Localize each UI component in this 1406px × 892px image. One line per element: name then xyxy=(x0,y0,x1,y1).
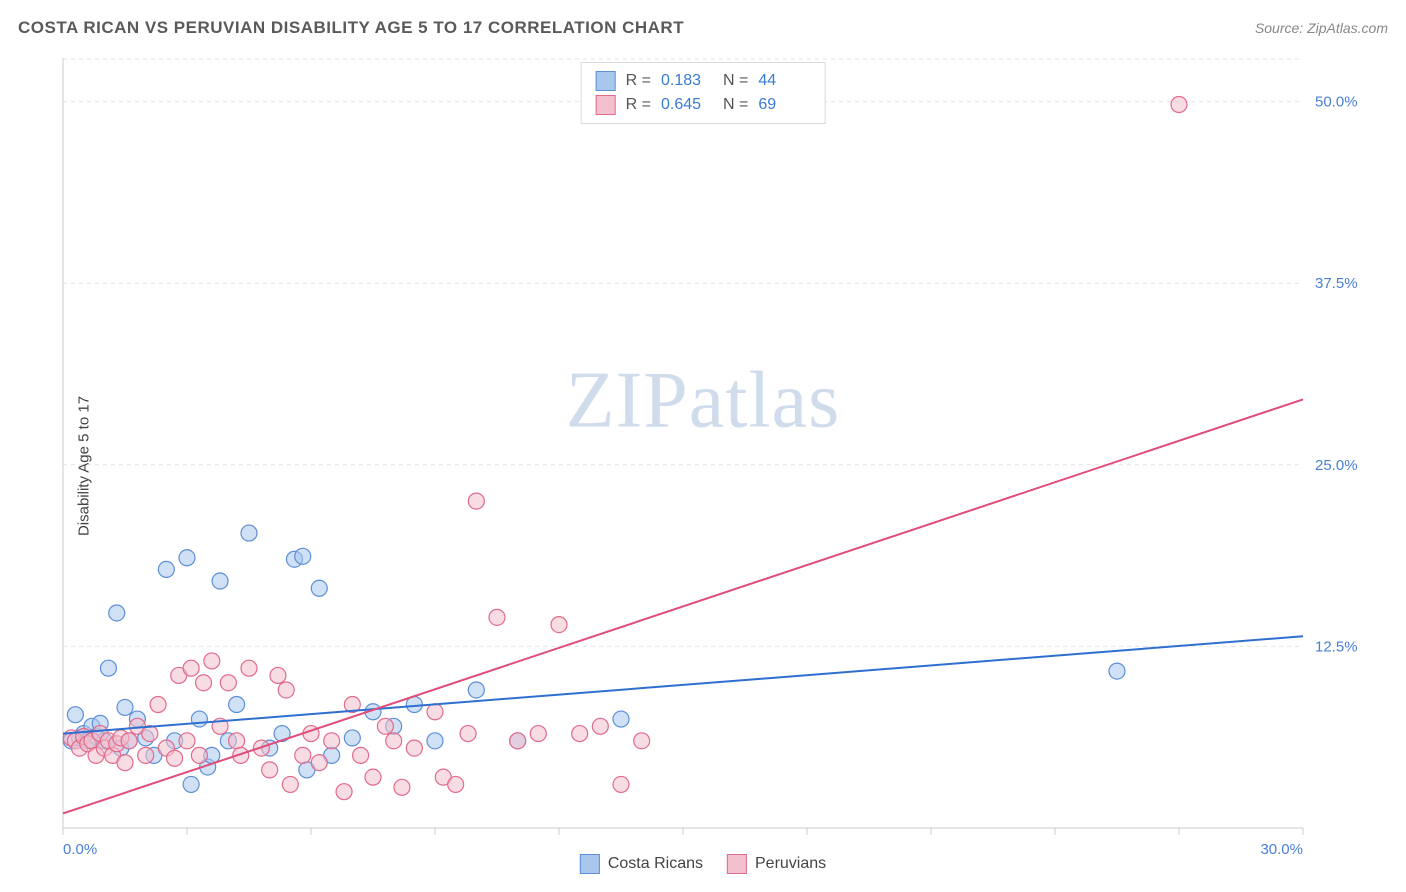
data-point-peruvians xyxy=(204,653,220,669)
swatch-peruvians xyxy=(596,95,616,115)
r-label: R = xyxy=(626,69,651,93)
chart-source: Source: ZipAtlas.com xyxy=(1255,20,1388,36)
data-point-peruvians xyxy=(117,755,133,771)
legend-item: Costa Ricans xyxy=(580,854,703,874)
data-point-peruvians xyxy=(460,726,476,742)
data-point-costa_ricans xyxy=(109,605,125,621)
data-point-costa_ricans xyxy=(241,525,257,541)
data-point-peruvians xyxy=(278,682,294,698)
chart-header: COSTA RICAN VS PERUVIAN DISABILITY AGE 5… xyxy=(18,18,1388,48)
source-label: Source: xyxy=(1255,20,1307,36)
y-tick-label: 12.5% xyxy=(1315,638,1358,655)
data-point-peruvians xyxy=(196,675,212,691)
data-point-peruvians xyxy=(220,675,236,691)
n-label: N = xyxy=(723,69,748,93)
r-value: 0.183 xyxy=(661,69,713,93)
data-point-peruvians xyxy=(448,776,464,792)
data-point-peruvians xyxy=(427,704,443,720)
data-point-peruvians xyxy=(229,733,245,749)
data-point-peruvians xyxy=(282,776,298,792)
data-point-peruvians xyxy=(150,697,166,713)
data-point-peruvians xyxy=(311,755,327,771)
data-point-peruvians xyxy=(572,726,588,742)
data-point-peruvians xyxy=(324,733,340,749)
data-point-peruvians xyxy=(510,733,526,749)
data-point-peruvians xyxy=(386,733,402,749)
swatch-costa_ricans xyxy=(596,71,616,91)
data-point-peruvians xyxy=(262,762,278,778)
data-point-costa_ricans xyxy=(158,561,174,577)
data-point-peruvians xyxy=(634,733,650,749)
chart-area: Disability Age 5 to 17 ZIPatlas R =0.183… xyxy=(18,58,1388,874)
data-point-costa_ricans xyxy=(427,733,443,749)
data-point-peruvians xyxy=(138,747,154,763)
data-point-peruvians xyxy=(1171,96,1187,112)
data-point-peruvians xyxy=(353,747,369,763)
data-point-peruvians xyxy=(167,750,183,766)
stats-row-peruvians: R = 0.645 N = 69 xyxy=(596,93,811,117)
data-point-peruvians xyxy=(613,776,629,792)
data-point-peruvians xyxy=(241,660,257,676)
legend-label: Costa Ricans xyxy=(608,855,703,873)
data-point-costa_ricans xyxy=(100,660,116,676)
scatter-plot: 12.5% 25.0% 37.5% 50.0% 0.0% 30.0% xyxy=(18,58,1388,864)
n-value: 44 xyxy=(758,69,810,93)
data-point-costa_ricans xyxy=(117,699,133,715)
data-point-peruvians xyxy=(336,784,352,800)
r-label: R = xyxy=(626,93,651,117)
data-point-peruvians xyxy=(365,769,381,785)
data-point-peruvians xyxy=(406,740,422,756)
trend-line-peruvians xyxy=(63,399,1303,813)
r-value: 0.645 xyxy=(661,93,713,117)
data-point-costa_ricans xyxy=(1109,663,1125,679)
trend-line-costa_ricans xyxy=(63,636,1303,733)
data-point-costa_ricans xyxy=(67,707,83,723)
data-point-costa_ricans xyxy=(212,573,228,589)
data-point-costa_ricans xyxy=(179,550,195,566)
legend-swatch xyxy=(580,854,600,874)
data-point-peruvians xyxy=(530,726,546,742)
data-point-peruvians xyxy=(270,667,286,683)
source-name: ZipAtlas.com xyxy=(1307,20,1388,36)
data-point-peruvians xyxy=(179,733,195,749)
data-point-costa_ricans xyxy=(311,580,327,596)
legend: Costa Ricans Peruvians xyxy=(580,854,826,874)
x-tick-label: 0.0% xyxy=(63,841,97,858)
legend-swatch xyxy=(727,854,747,874)
data-point-costa_ricans xyxy=(229,697,245,713)
data-point-peruvians xyxy=(468,493,484,509)
correlation-stats-box: R = 0.183 N = 44 R = 0.645 N = 69 xyxy=(581,62,826,124)
data-point-peruvians xyxy=(377,718,393,734)
data-point-peruvians xyxy=(191,747,207,763)
data-point-peruvians xyxy=(489,609,505,625)
stats-row-costa_ricans: R = 0.183 N = 44 xyxy=(596,69,811,93)
data-point-costa_ricans xyxy=(183,776,199,792)
data-point-peruvians xyxy=(592,718,608,734)
x-tick-label: 30.0% xyxy=(1260,841,1303,858)
data-point-peruvians xyxy=(394,779,410,795)
data-point-costa_ricans xyxy=(344,730,360,746)
data-point-costa_ricans xyxy=(295,548,311,564)
data-point-peruvians xyxy=(295,747,311,763)
n-label: N = xyxy=(723,93,748,117)
data-point-peruvians xyxy=(121,733,137,749)
chart-title: COSTA RICAN VS PERUVIAN DISABILITY AGE 5… xyxy=(18,18,684,37)
data-point-costa_ricans xyxy=(613,711,629,727)
data-point-peruvians xyxy=(183,660,199,676)
n-value: 69 xyxy=(758,93,810,117)
legend-label: Peruvians xyxy=(755,855,826,873)
data-point-peruvians xyxy=(551,617,567,633)
y-tick-label: 37.5% xyxy=(1315,275,1358,292)
data-point-costa_ricans xyxy=(468,682,484,698)
y-tick-label: 50.0% xyxy=(1315,94,1358,111)
legend-item: Peruvians xyxy=(727,854,826,874)
data-point-costa_ricans xyxy=(191,711,207,727)
y-tick-label: 25.0% xyxy=(1315,457,1358,474)
